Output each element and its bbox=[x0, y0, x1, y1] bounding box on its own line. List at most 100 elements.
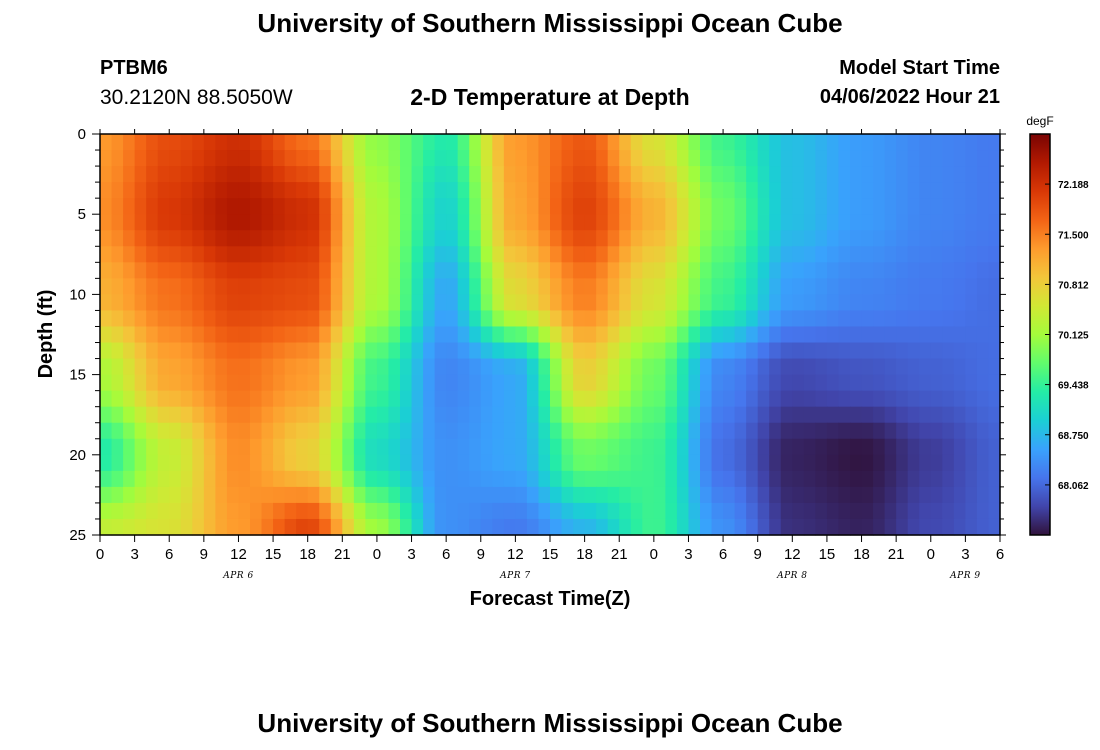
heatmap-cell bbox=[711, 262, 724, 279]
heatmap-cell bbox=[723, 230, 736, 247]
heatmap-cell bbox=[134, 502, 147, 520]
heatmap-cell bbox=[907, 134, 920, 151]
heatmap-cell bbox=[446, 486, 459, 504]
heatmap-cell bbox=[723, 374, 736, 392]
heatmap-cell bbox=[192, 342, 205, 360]
heatmap-cell bbox=[803, 358, 816, 376]
heatmap-cell bbox=[457, 166, 470, 183]
heatmap-cell bbox=[469, 134, 482, 151]
heatmap-cell bbox=[942, 262, 955, 279]
heatmap-cell bbox=[365, 246, 378, 263]
heatmap-cell bbox=[423, 294, 436, 312]
heatmap-cell bbox=[780, 358, 793, 376]
heatmap-cell bbox=[584, 486, 597, 504]
heatmap-cell bbox=[873, 470, 886, 488]
heatmap-cell bbox=[930, 406, 943, 424]
heatmap-cell bbox=[319, 150, 332, 167]
heatmap-cell bbox=[180, 246, 193, 263]
heatmap-cell bbox=[676, 278, 690, 295]
heatmap-cell bbox=[388, 246, 401, 263]
heatmap-cell bbox=[630, 198, 643, 215]
heatmap-cell bbox=[273, 278, 286, 295]
heatmap-cell bbox=[688, 230, 701, 247]
heatmap-cell bbox=[515, 230, 528, 247]
heatmap-cell bbox=[942, 166, 955, 183]
heatmap-cell bbox=[607, 486, 620, 504]
heatmap-cell bbox=[284, 422, 297, 440]
heatmap-cell bbox=[446, 470, 459, 488]
heatmap-cell bbox=[584, 310, 597, 328]
heatmap-cell bbox=[400, 214, 413, 231]
heatmap-cell bbox=[146, 150, 159, 167]
heatmap-cell bbox=[526, 230, 540, 247]
heatmap-cell bbox=[896, 166, 909, 183]
heatmap-cell bbox=[100, 134, 113, 151]
heatmap-cell bbox=[538, 406, 551, 424]
heatmap-cell bbox=[688, 278, 701, 295]
heatmap-cell bbox=[123, 358, 136, 376]
heatmap-cell bbox=[769, 486, 782, 504]
heatmap-cell bbox=[769, 502, 782, 520]
heatmap-cell bbox=[884, 150, 897, 167]
heatmap-cell bbox=[700, 326, 713, 344]
heatmap-cell bbox=[100, 262, 113, 279]
heatmap-cell bbox=[803, 166, 816, 183]
heatmap-cell bbox=[665, 358, 678, 376]
heatmap-cell bbox=[653, 166, 666, 183]
heatmap-cell bbox=[723, 182, 736, 199]
heatmap-cell bbox=[515, 166, 528, 183]
heatmap-cell bbox=[630, 438, 643, 456]
heatmap-cell bbox=[365, 214, 378, 231]
heatmap-cell bbox=[480, 230, 493, 247]
heatmap-cell bbox=[480, 390, 493, 408]
heatmap-cell bbox=[226, 406, 240, 424]
heatmap-cell bbox=[653, 406, 666, 424]
heatmap-cell bbox=[111, 294, 124, 312]
heatmap-cell bbox=[815, 438, 828, 456]
heatmap-cell bbox=[342, 374, 355, 392]
heatmap-cell bbox=[976, 246, 990, 263]
heatmap-cell bbox=[330, 342, 343, 360]
heatmap-cell bbox=[584, 214, 597, 231]
heatmap-cell bbox=[734, 518, 747, 536]
heatmap-cell bbox=[215, 230, 228, 247]
heatmap-cell bbox=[757, 358, 770, 376]
heatmap-cell bbox=[100, 230, 113, 247]
heatmap-cell bbox=[469, 262, 482, 279]
heatmap-cell bbox=[353, 470, 366, 488]
heatmap-cell bbox=[723, 134, 736, 151]
heatmap-cell bbox=[238, 342, 251, 360]
heatmap-cell bbox=[365, 358, 378, 376]
heatmap-cell bbox=[803, 278, 816, 295]
heatmap-cell bbox=[573, 438, 586, 456]
heatmap-cell bbox=[330, 438, 343, 456]
heatmap-cell bbox=[734, 326, 747, 344]
heatmap-cell bbox=[365, 390, 378, 408]
heatmap-cell bbox=[653, 486, 666, 504]
heatmap-cell bbox=[123, 342, 136, 360]
heatmap-cell bbox=[192, 422, 205, 440]
heatmap-cell bbox=[815, 326, 828, 344]
heatmap-cell bbox=[342, 422, 355, 440]
heatmap-cell bbox=[111, 230, 124, 247]
heatmap-cell bbox=[307, 134, 320, 151]
heatmap-cell bbox=[873, 134, 886, 151]
heatmap-cell bbox=[503, 438, 516, 456]
heatmap-cell bbox=[146, 454, 159, 472]
heatmap-cell bbox=[896, 214, 909, 231]
x-tick-label: 3 bbox=[961, 546, 969, 563]
heatmap-cell bbox=[561, 486, 574, 504]
heatmap-cell bbox=[423, 454, 436, 472]
heatmap-cell bbox=[388, 198, 401, 215]
heatmap-cell bbox=[792, 262, 805, 279]
heatmap-cell bbox=[296, 246, 309, 263]
heatmap-cell bbox=[919, 422, 932, 440]
heatmap-cell bbox=[642, 278, 655, 295]
heatmap-cell bbox=[907, 294, 920, 312]
heatmap-cell bbox=[676, 134, 690, 151]
heatmap-cell bbox=[457, 278, 470, 295]
heatmap-cell bbox=[861, 326, 874, 344]
heatmap-cell bbox=[965, 342, 978, 360]
heatmap-cell bbox=[538, 470, 551, 488]
heatmap-cell bbox=[203, 278, 216, 295]
